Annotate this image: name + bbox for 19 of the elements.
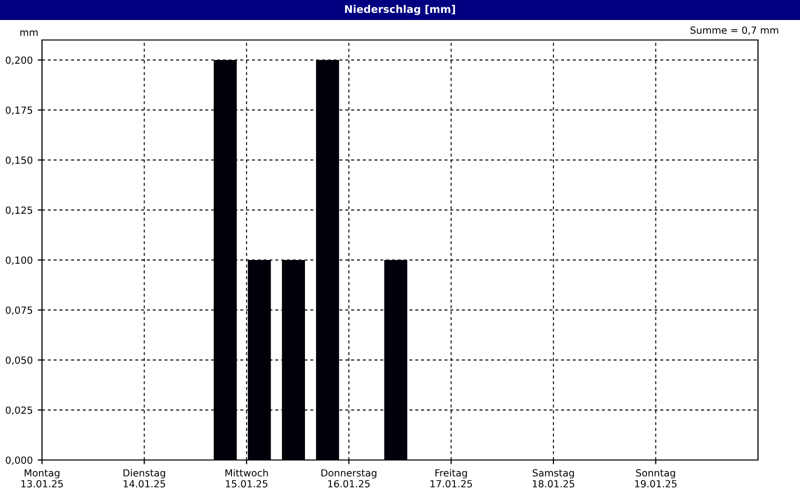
x-tick-label: Sonntag 19.01.25 (635, 469, 677, 488)
y-tick-label: 0,075 (6, 306, 32, 315)
x-tick-label: Montag 13.01.25 (21, 469, 63, 488)
text: Summe = 0,7 mm (690, 26, 778, 35)
y-tick-label: 0,200 (6, 56, 32, 65)
y-tick-label: 0,050 (6, 356, 32, 365)
x-tick-label: Mittwoch 15.01.25 (225, 469, 268, 488)
y-tick-label: 0,000 (6, 456, 32, 465)
y-tick-label: 0,150 (6, 156, 32, 165)
x-tick-label: Dienstag 14.01.25 (124, 469, 166, 488)
x-tick-label: Samstag 18.01.25 (532, 469, 574, 488)
y-tick-label: 0,175 (6, 106, 32, 115)
y-tick-label: 0,025 (6, 406, 32, 415)
y-tick-label: 0,100 (6, 256, 32, 265)
x-tick-label: Freitag 17.01.25 (430, 469, 472, 488)
x-tick-label: Donnerstag 16.01.25 (321, 469, 376, 488)
y-axis-title: mm (20, 30, 38, 36)
chart-title: Niederschlag [mm] (345, 4, 455, 16)
y-tick-label: 0,125 (6, 206, 32, 215)
